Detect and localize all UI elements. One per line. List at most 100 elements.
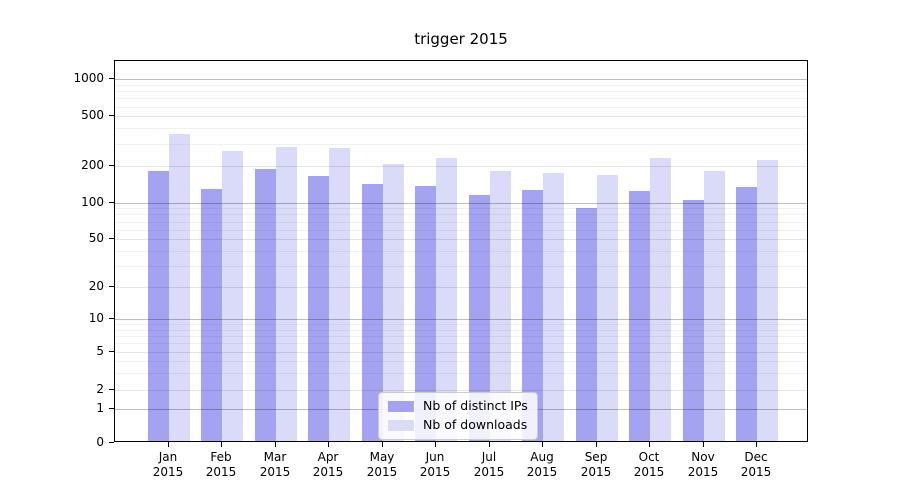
y-tick-mark-1 — [109, 408, 114, 409]
y-tick-mark-200 — [109, 165, 114, 166]
y-tick-mark-2 — [109, 389, 114, 390]
bar-nb-of-distinct-ips-apr — [308, 176, 329, 441]
gridline-y-300 — [115, 144, 807, 145]
bar-nb-of-downloads-aug — [543, 173, 564, 441]
bar-nb-of-downloads-nov — [704, 171, 725, 441]
legend-label-distinct-ips: Nb of distinct IPs — [423, 398, 528, 413]
bar-nb-of-distinct-ips-oct — [629, 191, 650, 441]
bar-nb-of-distinct-ips-may — [362, 184, 383, 441]
bar-nb-of-distinct-ips-jun — [415, 186, 436, 441]
bar-nb-of-distinct-ips-feb — [201, 189, 222, 441]
gridline-y-20 — [115, 287, 807, 288]
bar-nb-of-distinct-ips-mar — [255, 169, 276, 441]
x-tick-label-aug: Aug 2015 — [526, 450, 558, 479]
bar-nb-of-downloads-mar — [276, 147, 297, 441]
x-tick-mark-jun — [435, 442, 436, 447]
legend: Nb of distinct IPs Nb of downloads — [378, 392, 538, 440]
gridline-y-3 — [115, 373, 807, 374]
y-tick-mark-50 — [109, 238, 114, 239]
bar-nb-of-downloads-dec — [757, 160, 778, 441]
gridline-y-1000 — [115, 79, 807, 80]
y-tick-mark-10 — [109, 318, 114, 319]
y-tick-label-50: 50 — [88, 231, 104, 245]
y-tick-label-2: 2 — [96, 382, 104, 396]
legend-swatch-distinct-ips — [388, 400, 414, 412]
y-tick-mark-500 — [109, 115, 114, 116]
x-tick-mark-nov — [703, 442, 704, 447]
x-tick-label-mar: Mar 2015 — [259, 450, 291, 479]
gridline-y-700 — [115, 98, 807, 99]
y-tick-label-1000: 1000 — [73, 71, 104, 85]
x-tick-label-jul: Jul 2015 — [473, 450, 505, 479]
x-tick-label-dec: Dec 2015 — [740, 450, 772, 479]
gridline-y-2 — [115, 390, 807, 391]
bar-nb-of-distinct-ips-aug — [522, 190, 543, 441]
gridline-y-7 — [115, 336, 807, 337]
gridline-y-500 — [115, 116, 807, 117]
bar-nb-of-distinct-ips-jan — [148, 171, 169, 441]
x-tick-label-nov: Nov 2015 — [687, 450, 719, 479]
bar-nb-of-downloads-apr — [329, 148, 350, 441]
chart-title: trigger 2015 — [414, 30, 508, 48]
bar-nb-of-distinct-ips-dec — [736, 187, 757, 441]
bar-nb-of-distinct-ips-sep — [576, 208, 597, 441]
gridline-y-8 — [115, 330, 807, 331]
plot-area — [114, 60, 808, 442]
y-tick-label-0: 0 — [96, 435, 104, 449]
y-tick-mark-100 — [109, 202, 114, 203]
gridline-y-60 — [115, 230, 807, 231]
y-tick-mark-1000 — [109, 78, 114, 79]
x-tick-mark-aug — [542, 442, 543, 447]
x-tick-label-oct: Oct 2015 — [633, 450, 665, 479]
legend-label-downloads: Nb of downloads — [423, 417, 528, 432]
x-tick-mark-jul — [489, 442, 490, 447]
legend-item-distinct-ips: Nb of distinct IPs — [388, 398, 528, 414]
x-tick-mark-apr — [328, 442, 329, 447]
y-tick-mark-20 — [109, 286, 114, 287]
gridline-y-9 — [115, 324, 807, 325]
bar-nb-of-downloads-may — [383, 164, 404, 441]
gridline-y-900 — [115, 85, 807, 86]
x-tick-mark-dec — [756, 442, 757, 447]
x-tick-mark-jan — [168, 442, 169, 447]
x-tick-label-may: May 2015 — [366, 450, 398, 479]
gridline-y-6 — [115, 343, 807, 344]
gridline-y-30 — [115, 266, 807, 267]
y-tick-label-20: 20 — [88, 279, 104, 293]
bar-nb-of-downloads-jan — [169, 134, 190, 441]
gridline-y-10 — [115, 319, 807, 320]
y-tick-label-5: 5 — [96, 344, 104, 358]
x-tick-label-jan: Jan 2015 — [152, 450, 184, 479]
legend-swatch-downloads — [388, 419, 414, 431]
x-tick-mark-may — [382, 442, 383, 447]
bar-nb-of-distinct-ips-nov — [683, 200, 704, 441]
x-tick-label-feb: Feb 2015 — [205, 450, 237, 479]
gridline-y-90 — [115, 208, 807, 209]
x-tick-label-sep: Sep 2015 — [580, 450, 612, 479]
y-tick-label-10: 10 — [88, 311, 104, 325]
gridline-y-600 — [115, 107, 807, 108]
y-tick-mark-0 — [109, 442, 114, 443]
bar-nb-of-downloads-feb — [222, 151, 243, 441]
bar-nb-of-downloads-sep — [597, 175, 618, 441]
x-tick-mark-feb — [221, 442, 222, 447]
gridline-y-70 — [115, 222, 807, 223]
bar-nb-of-downloads-jul — [490, 171, 511, 441]
gridline-y-400 — [115, 128, 807, 129]
legend-item-downloads: Nb of downloads — [388, 417, 528, 433]
y-tick-label-500: 500 — [81, 108, 104, 122]
gridline-y-5 — [115, 352, 807, 353]
x-tick-mark-sep — [596, 442, 597, 447]
gridline-y-80 — [115, 214, 807, 215]
gridline-y-100 — [115, 203, 807, 204]
y-tick-label-100: 100 — [81, 195, 104, 209]
bar-nb-of-downloads-jun — [436, 158, 457, 441]
bar-nb-of-downloads-oct — [650, 158, 671, 441]
y-tick-label-200: 200 — [81, 158, 104, 172]
y-tick-mark-5 — [109, 351, 114, 352]
gridline-y-50 — [115, 239, 807, 240]
gridline-y-200 — [115, 166, 807, 167]
gridline-y-800 — [115, 91, 807, 92]
gridline-y-40 — [115, 251, 807, 252]
